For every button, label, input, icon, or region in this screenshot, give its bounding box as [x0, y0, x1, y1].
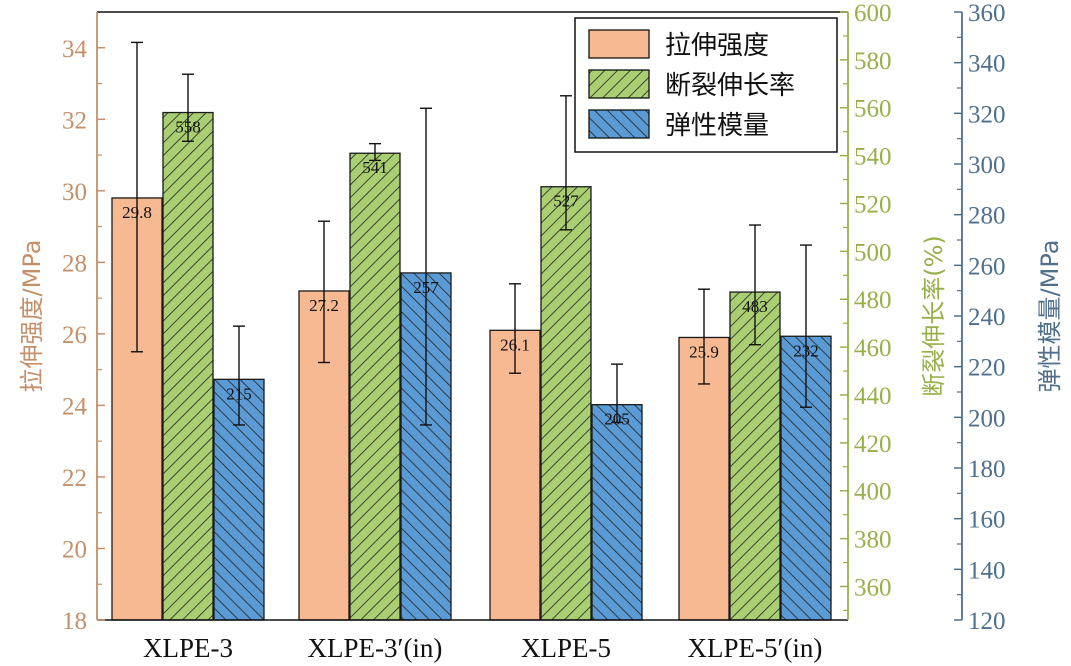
left-tick-label-0: 18	[62, 608, 87, 635]
right2-tick-label-1: 140	[968, 557, 1006, 584]
right2-axis-title: 弹性模量/MPa	[1036, 240, 1064, 393]
right2-tick-label-4: 200	[968, 405, 1006, 432]
bar-right2-2	[591, 404, 643, 621]
left-axis: 18 20 22 24 26 28 30 32 34 拉伸强度/MPa	[18, 12, 105, 635]
right1-tick-label-11: 580	[854, 48, 892, 75]
bar-left-2-fill	[490, 330, 540, 620]
right1-tick-label-2: 400	[854, 479, 892, 506]
right2-tick-label-0: 120	[968, 608, 1006, 635]
data-label-left-3: 25.9	[689, 342, 719, 361]
right2-tick-label-3: 180	[968, 456, 1006, 483]
bar-right1-1	[349, 152, 401, 621]
right2-tick-label-10: 320	[968, 101, 1006, 128]
legend-label-1: 断裂伸长率	[665, 71, 795, 101]
data-labels-layer: 29.8 27.2 26.1 25.9 558 541 527 483 215 257 205 232	[122, 118, 819, 429]
right2-tick-label-5: 220	[968, 355, 1006, 382]
right1-tick-label-4: 440	[854, 383, 892, 410]
left-tick-label-8: 34	[62, 36, 88, 63]
x-tick-label-2: XLPE-5	[521, 633, 611, 663]
data-label-right1-1: 541	[362, 158, 388, 177]
data-label-left-1: 27.2	[309, 296, 339, 315]
left-tick-label-4: 26	[62, 322, 87, 349]
data-label-left-2: 26.1	[500, 335, 530, 354]
data-label-right2-3: 232	[793, 341, 819, 360]
left-tick-label-1: 20	[62, 536, 87, 563]
data-label-right2-0: 215	[226, 384, 252, 403]
right2-tick-label-2: 160	[968, 507, 1006, 534]
error-bars-layer	[131, 41, 812, 426]
right2-tick-label-11: 340	[968, 51, 1006, 78]
right1-tick-label-10: 560	[854, 96, 892, 123]
right-axis-elongation: 360 380 400 420 440 460 480 500 520 540 560 580 600 断…	[840, 0, 948, 620]
right1-tick-label-12: 600	[854, 0, 892, 27]
right2-tick-label-7: 260	[968, 253, 1006, 280]
data-label-right2-2: 205	[604, 410, 630, 429]
right2-tick-label-6: 240	[968, 304, 1006, 331]
legend-swatch-0	[588, 29, 650, 59]
right1-tick-label-6: 480	[854, 287, 892, 314]
right1-axis-title: 断裂伸长率(%)	[920, 235, 948, 397]
right1-tick-label-9: 540	[854, 144, 892, 171]
left-tick-label-5: 28	[62, 250, 87, 277]
legend-swatch-2	[588, 109, 650, 139]
data-label-right1-0: 558	[175, 118, 201, 137]
legend-swatch-fill-0	[589, 30, 649, 58]
x-tick-label-0: XLPE-3	[143, 633, 233, 663]
right2-tick-label-9: 300	[968, 152, 1006, 179]
left-tick-label-2: 22	[62, 465, 87, 492]
left-axis-title: 拉伸强度/MPa	[18, 240, 46, 393]
bar-right1-0	[162, 111, 214, 621]
data-label-right2-1: 257	[413, 278, 439, 297]
plot-frame	[97, 11, 848, 621]
left-tick-label-6: 30	[62, 179, 87, 206]
data-label-right1-3: 483	[742, 297, 768, 316]
right1-tick-label-0: 360	[854, 574, 892, 601]
data-label-right1-2: 527	[553, 192, 579, 211]
bar-right1-2	[540, 186, 592, 621]
left-tick-label-7: 32	[62, 107, 87, 134]
right1-tick-label-8: 520	[854, 191, 892, 218]
legend-label-0: 拉伸强度	[665, 31, 769, 61]
bars-layer	[111, 111, 832, 621]
right2-tick-label-12: 360	[968, 0, 1006, 27]
right-axis-modulus: 120 140 160 180 200 220 240 260 280 300 320 340 360 弹…	[954, 0, 1064, 635]
x-axis: XLPE-3 XLPE-3′(in) XLPE-5 XLPE-5′(in)	[143, 633, 822, 663]
right1-tick-label-7: 500	[854, 239, 892, 266]
right1-tick-label-5: 460	[854, 335, 892, 362]
right1-tick-label-3: 420	[854, 431, 892, 458]
x-tick-label-1: XLPE-3′(in)	[308, 633, 443, 663]
data-label-left-0: 29.8	[122, 203, 152, 222]
legend-swatch-1	[588, 69, 650, 99]
right2-tick-label-8: 280	[968, 203, 1006, 230]
legend-label-2: 弹性模量	[665, 111, 769, 141]
right1-tick-label-1: 380	[854, 527, 892, 554]
left-tick-label-3: 24	[62, 393, 88, 420]
x-tick-label-3: XLPE-5′(in)	[688, 633, 823, 663]
